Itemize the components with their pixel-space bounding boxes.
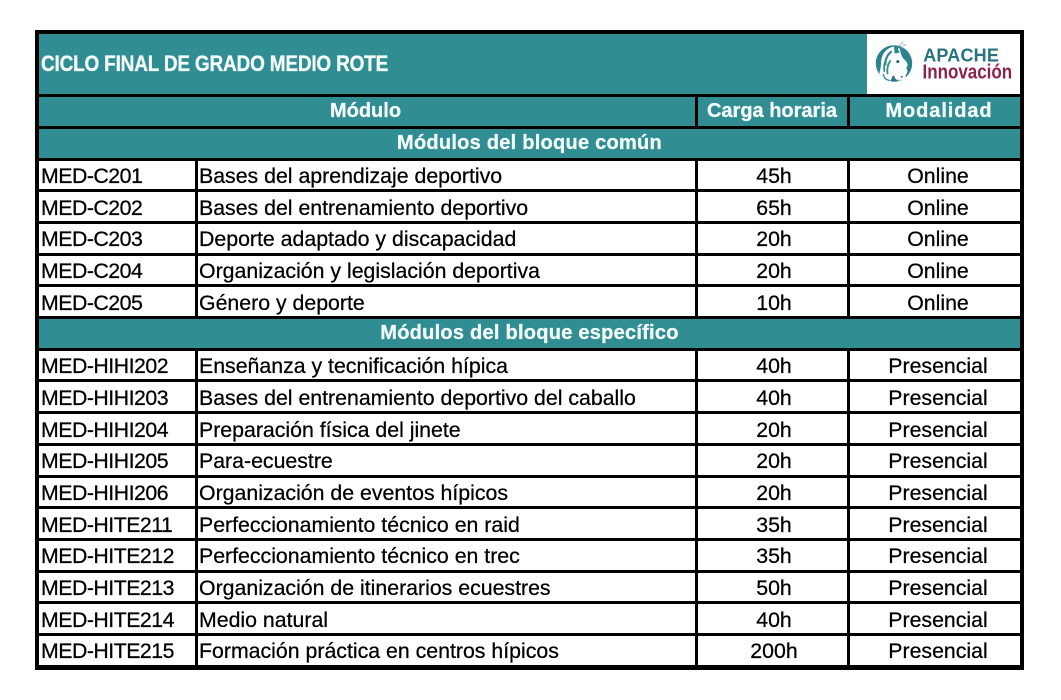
svg-text:Innovación: Innovación (923, 60, 1013, 83)
svg-text:APACHE: APACHE (923, 46, 999, 66)
